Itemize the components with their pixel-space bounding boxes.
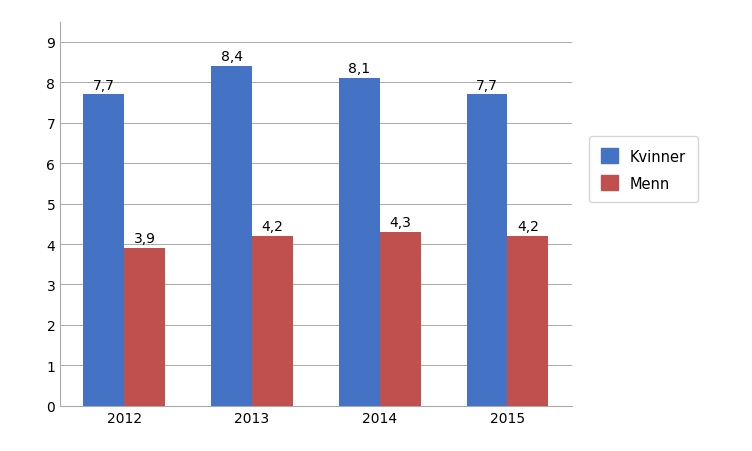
Text: 8,1: 8,1	[348, 62, 370, 76]
Bar	[339, 79, 380, 406]
Bar	[211, 67, 252, 406]
Bar	[252, 236, 293, 406]
Bar	[380, 232, 420, 406]
Text: 7,7: 7,7	[476, 78, 498, 92]
Text: 3,9: 3,9	[134, 232, 156, 246]
Text: 4,2: 4,2	[517, 220, 538, 234]
Bar	[124, 249, 165, 406]
Text: 8,4: 8,4	[220, 50, 243, 64]
Bar	[508, 236, 548, 406]
Bar	[83, 95, 124, 406]
Bar	[466, 95, 508, 406]
Text: 7,7: 7,7	[93, 78, 115, 92]
Text: 4,3: 4,3	[390, 216, 411, 230]
Legend: Kvinner, Menn: Kvinner, Menn	[589, 137, 698, 203]
Text: 4,2: 4,2	[262, 220, 284, 234]
